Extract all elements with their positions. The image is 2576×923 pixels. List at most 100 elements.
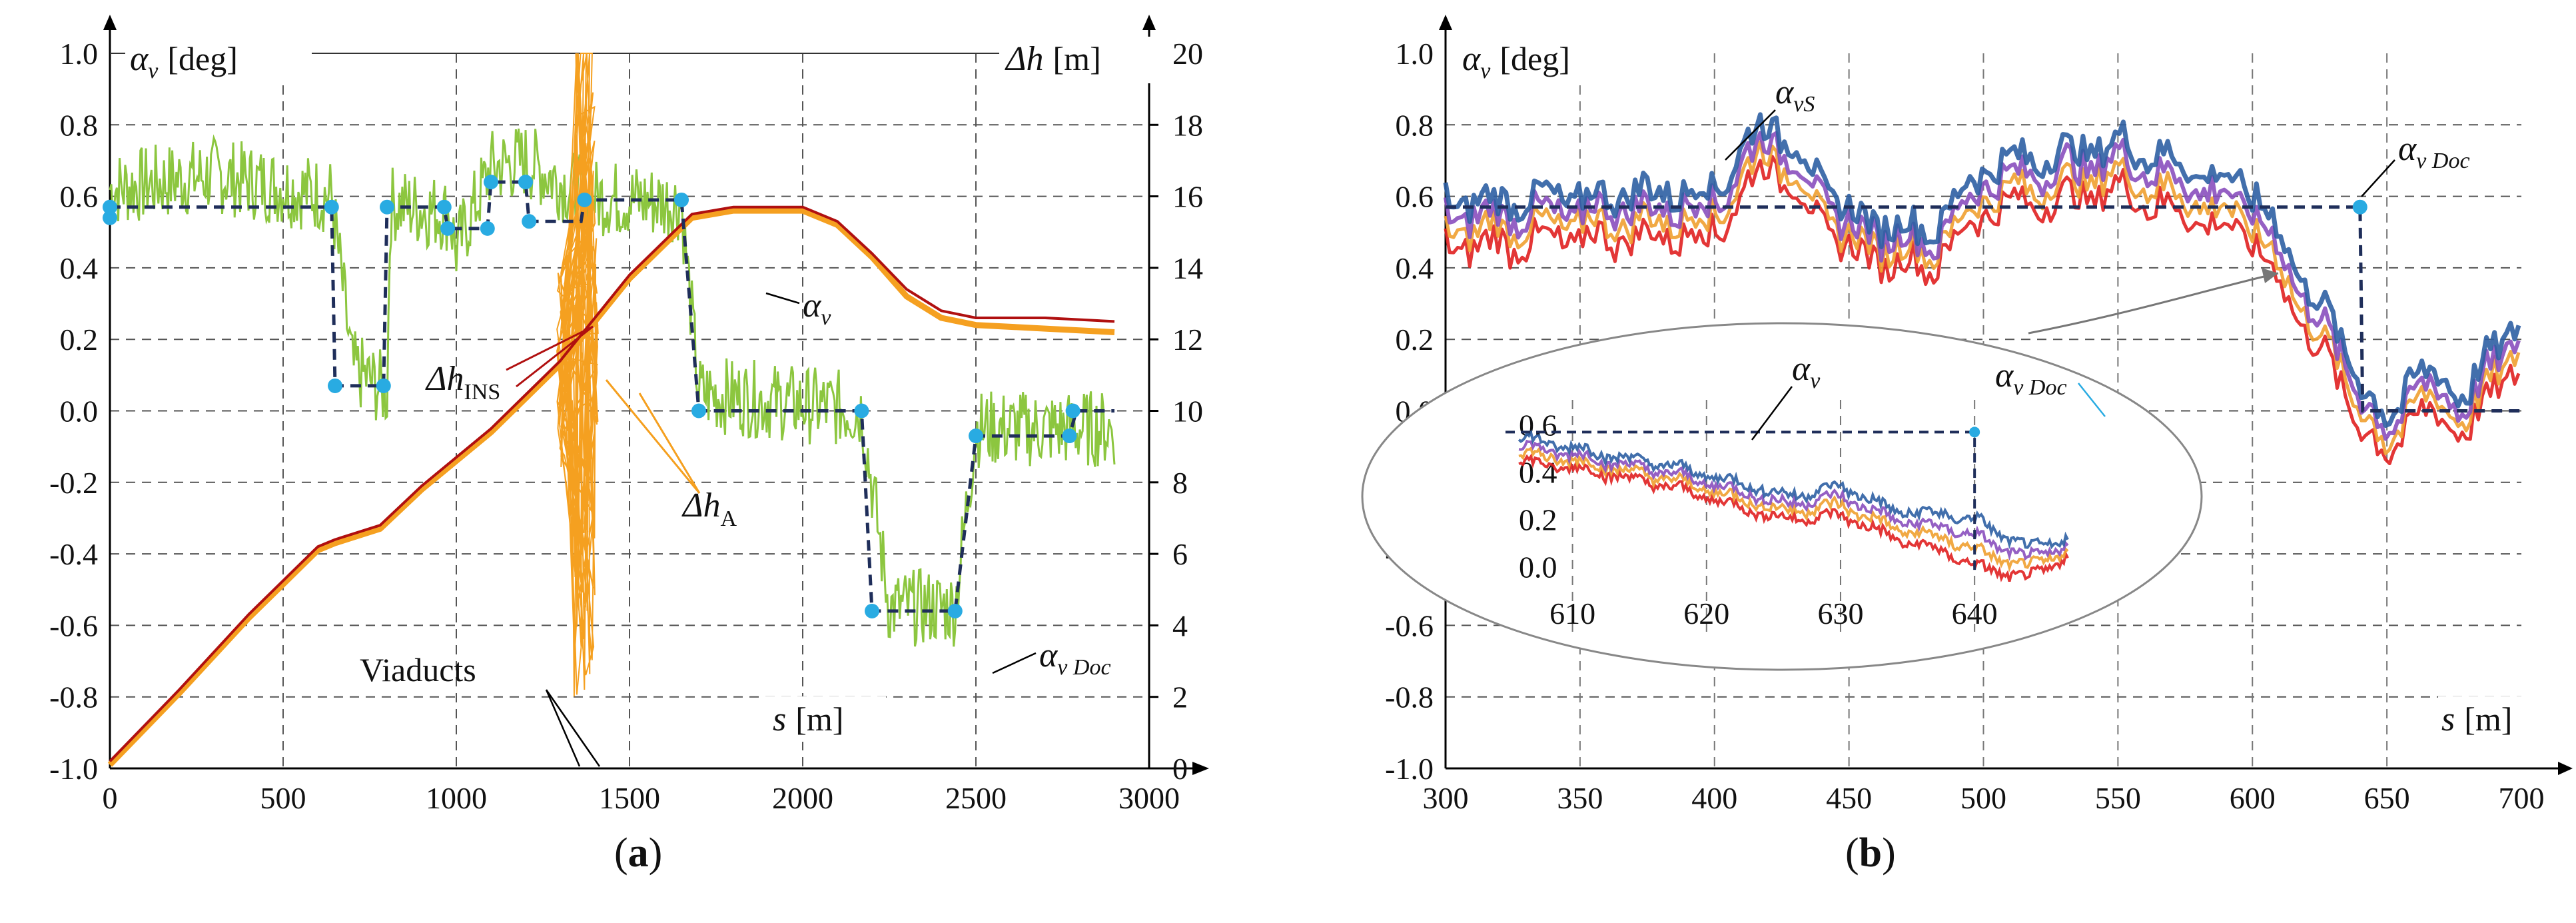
series-dh-a-spikes (556, 53, 599, 697)
inset-series-0 (1518, 453, 2069, 582)
panel-a-axes (103, 15, 1209, 775)
panel-a-y2-tick-label: 10 (1172, 395, 1203, 429)
inset-x-tick-label: 640 (1952, 596, 1998, 630)
panel-b-x-tick-label: 450 (1826, 781, 1872, 815)
inset-series-3 (1517, 429, 2069, 550)
panel-b-x-tick-label: 700 (2499, 781, 2545, 815)
panel-a-y2-tick-label: 4 (1172, 608, 1188, 642)
panel-b-xlabel: s [m] (2441, 700, 2512, 738)
label-dh-ins: ΔhINS (425, 360, 500, 405)
label-viaducts: Viaducts (360, 651, 476, 688)
panel-b-y-tick-label: 0.8 (1396, 108, 1434, 142)
panel-a-caption: (a) (614, 830, 662, 876)
panel-a-y2-tick-label: 12 (1172, 323, 1203, 357)
alpha-v-doc-point (674, 192, 689, 207)
series-alpha-v-doc (110, 180, 1114, 613)
viaduct-leader-2 (545, 689, 601, 767)
panel-a-y2label-bg (999, 37, 1164, 83)
panel-a-y2-tick-label: 8 (1172, 466, 1188, 500)
alpha-v-doc-point (328, 378, 342, 393)
alpha-v-doc-point (436, 199, 452, 215)
panel-b-ylabel-bg (1456, 37, 1635, 83)
label-dh-a-leader-1 (605, 379, 701, 494)
panel-a-x-axis-arrow (1192, 762, 1209, 775)
panel-b-y-tick-label: 0.4 (1396, 251, 1434, 285)
inset-connector-arrow (2028, 272, 2279, 335)
inset-label-alpha: αv (1792, 350, 1821, 393)
alpha-v-doc-point-b (2352, 199, 2367, 215)
alpha-v-doc-point (854, 403, 869, 419)
panel-a-y-tick-label: -0.6 (49, 608, 98, 642)
panel-a-x-tick-label: 1500 (599, 781, 660, 815)
panel-a-y-tick-label: -0.8 (49, 680, 98, 714)
alpha-v-doc-point (376, 378, 391, 393)
panel-a-y-tick-label: 0.6 (60, 180, 99, 214)
label-dh-a-leader-2 (638, 393, 701, 494)
panel-b-caption: (b) (1845, 830, 1896, 876)
panel-b-x-axis-arrow (2558, 762, 2573, 775)
panel-b-x-tick-label: 600 (2230, 781, 2276, 815)
label-alpha-doc-a-leader (992, 652, 1037, 674)
inset-label-doc: αv Doc (1995, 357, 2067, 400)
alpha-v-doc-point (522, 214, 537, 229)
panel-a-tick-labels: -1.0 -0.8 -0.6 -0.4 -0.2 0.0 0.2 0.4 0.6 0.8 1.0 0 5… (49, 37, 1203, 815)
alpha-v-doc-point (1062, 429, 1077, 444)
panel-a-y-tick-label: -1.0 (49, 752, 98, 786)
panel-b-series (1443, 112, 2521, 466)
panel-b-y-tick-label: -0.6 (1385, 608, 1434, 642)
panel-b-x-tick-label: 650 (2364, 781, 2410, 815)
inset-series (1505, 427, 2069, 582)
panel-a-grid (110, 53, 1149, 768)
alpha-v-doc-point (103, 210, 117, 225)
panel-a-x-tick-label: 2000 (772, 781, 833, 815)
panel-a-y2-tick-label: 18 (1172, 108, 1203, 142)
panel-a-x-tick-label: 2500 (945, 781, 1007, 815)
panel-a-x-tick-label: 0 (103, 781, 118, 815)
inset-label-alpha-leader (1751, 386, 1793, 441)
panel-a-y-tick-label: 0.8 (60, 108, 99, 142)
alpha-v-doc-point (103, 199, 117, 215)
panel-b-x-tick-label: 500 (1960, 781, 2006, 815)
series-dh-a (107, 207, 1115, 767)
alpha-v-doc-point (324, 199, 339, 215)
panel-a-series (103, 53, 1116, 767)
label-alpha-vs: αvS (1775, 73, 1815, 117)
inset-x-tick-label: 620 (1683, 596, 1729, 630)
label-alpha-v: αv (803, 287, 831, 330)
panel-a-y2-tick-label: 14 (1172, 251, 1203, 285)
label-alpha-doc-b-leader (2361, 159, 2395, 197)
panel-a-y2-tick-label: 20 (1172, 37, 1203, 71)
label-dh-a: ΔhA (681, 486, 737, 531)
series-alpha-v-doc-b (1446, 205, 2521, 413)
inset-alpha-v-doc-point (1969, 427, 1980, 438)
label-dh-ins-leader (506, 325, 594, 388)
panel-a-x-tick-label: 1000 (426, 781, 487, 815)
panel-b-x-tick-label: 350 (1557, 781, 1603, 815)
panel-b-x-tick-label: 550 (2095, 781, 2141, 815)
panel-a-y-tick-label: 0.4 (60, 251, 99, 285)
panel-b-ylabel: αv [deg] (1462, 40, 1570, 83)
panel-b: -1.0-0.8-0.6-0.4-0.20.00.20.40.60.81.030… (1361, 15, 2573, 876)
alpha-v-doc-point (1065, 403, 1080, 419)
alpha-v-doc-point (691, 403, 706, 419)
panel-a-y2label: Δh [m] (1005, 40, 1101, 78)
inset-alpha-v-doc (1505, 431, 1976, 572)
panel-b-x-tick-label: 300 (1423, 781, 1469, 815)
inset-x-tick-label: 630 (1817, 596, 1863, 630)
label-alpha-doc-b: αv Doc (2398, 130, 2470, 173)
panel-a-y-tick-label: 0.0 (60, 395, 99, 429)
panel-a-y2-tick-label: 6 (1172, 537, 1188, 571)
panel-a-y2-tick-label: 0 (1172, 752, 1188, 786)
series-alpha-v (109, 128, 1116, 647)
label-alpha-doc-a: αv Doc (1039, 636, 1111, 680)
alpha-v-doc-point (577, 192, 592, 207)
inset-series-2 (1518, 439, 2069, 561)
panel-b-y-tick-label: -0.8 (1385, 680, 1434, 714)
inset-connector-arrowhead (2262, 268, 2278, 283)
panel-b-y-tick-label: 1.0 (1396, 37, 1434, 71)
inset-y-tick-label: 0.0 (1519, 550, 1557, 584)
panel-b-y-axis-arrow (1439, 15, 1452, 30)
panel-a-ylabel: αv [deg] (130, 40, 238, 83)
alpha-v-doc-point (947, 603, 963, 618)
